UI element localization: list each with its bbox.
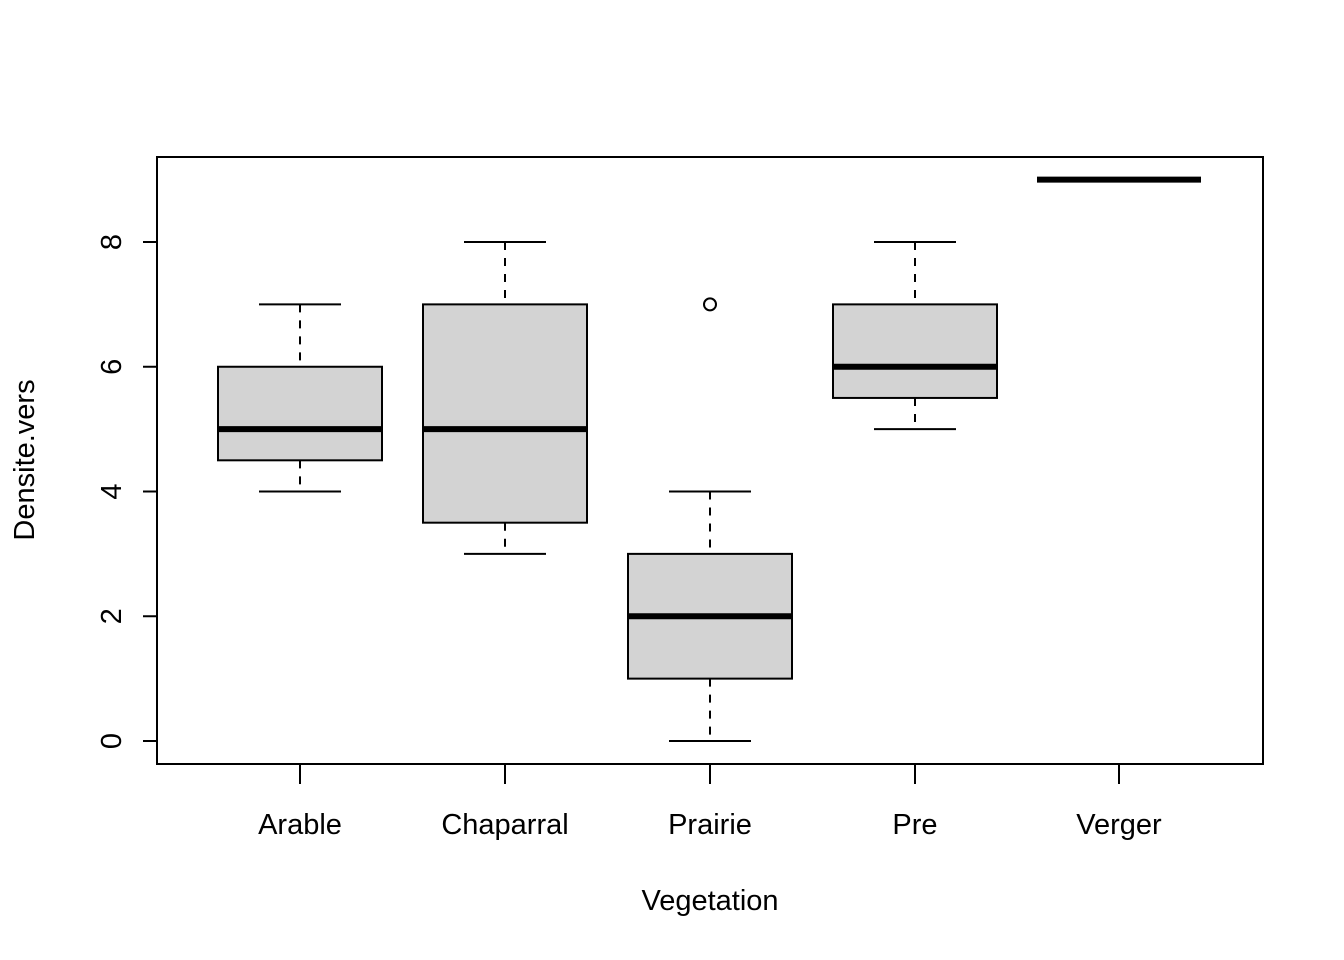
box-arable	[217, 303, 383, 493]
y-axis: 0 2 4 6 8	[96, 234, 157, 749]
x-tick-label: Prairie	[668, 809, 752, 841]
y-tick-label: 4	[96, 483, 128, 499]
x-axis-title: Vegetation	[641, 885, 778, 917]
x-tick-label: Pre	[892, 809, 937, 841]
y-tick-label: 8	[96, 234, 128, 250]
y-axis-title: Densite.vers	[9, 379, 41, 540]
box-prairie	[627, 297, 793, 742]
y-tick-label: 6	[96, 359, 128, 375]
iqr-box	[422, 303, 588, 524]
y-tick-label: 2	[96, 608, 128, 624]
boxes	[217, 176, 1201, 742]
box-pre	[832, 241, 998, 431]
y-tick-label: 0	[96, 733, 128, 749]
iqr-box	[217, 365, 383, 462]
box-chaparral	[422, 241, 588, 555]
x-axis: Arable Chaparral Prairie Pre Verger	[258, 764, 1162, 841]
x-tick-label: Verger	[1076, 809, 1162, 841]
outlier-point	[703, 297, 717, 312]
x-tick-label: Chaparral	[441, 809, 568, 841]
x-tick-label: Arable	[258, 809, 342, 841]
iqr-box	[832, 303, 998, 399]
